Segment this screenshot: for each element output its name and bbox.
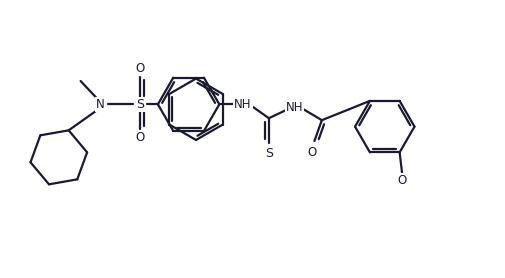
Text: NH: NH <box>285 101 303 114</box>
Text: O: O <box>135 131 144 144</box>
Text: S: S <box>136 98 144 111</box>
Text: O: O <box>135 62 144 75</box>
Text: O: O <box>397 173 406 187</box>
Text: O: O <box>307 147 316 159</box>
Text: N: N <box>96 98 105 111</box>
Text: NH: NH <box>234 98 251 111</box>
Text: S: S <box>264 147 272 160</box>
